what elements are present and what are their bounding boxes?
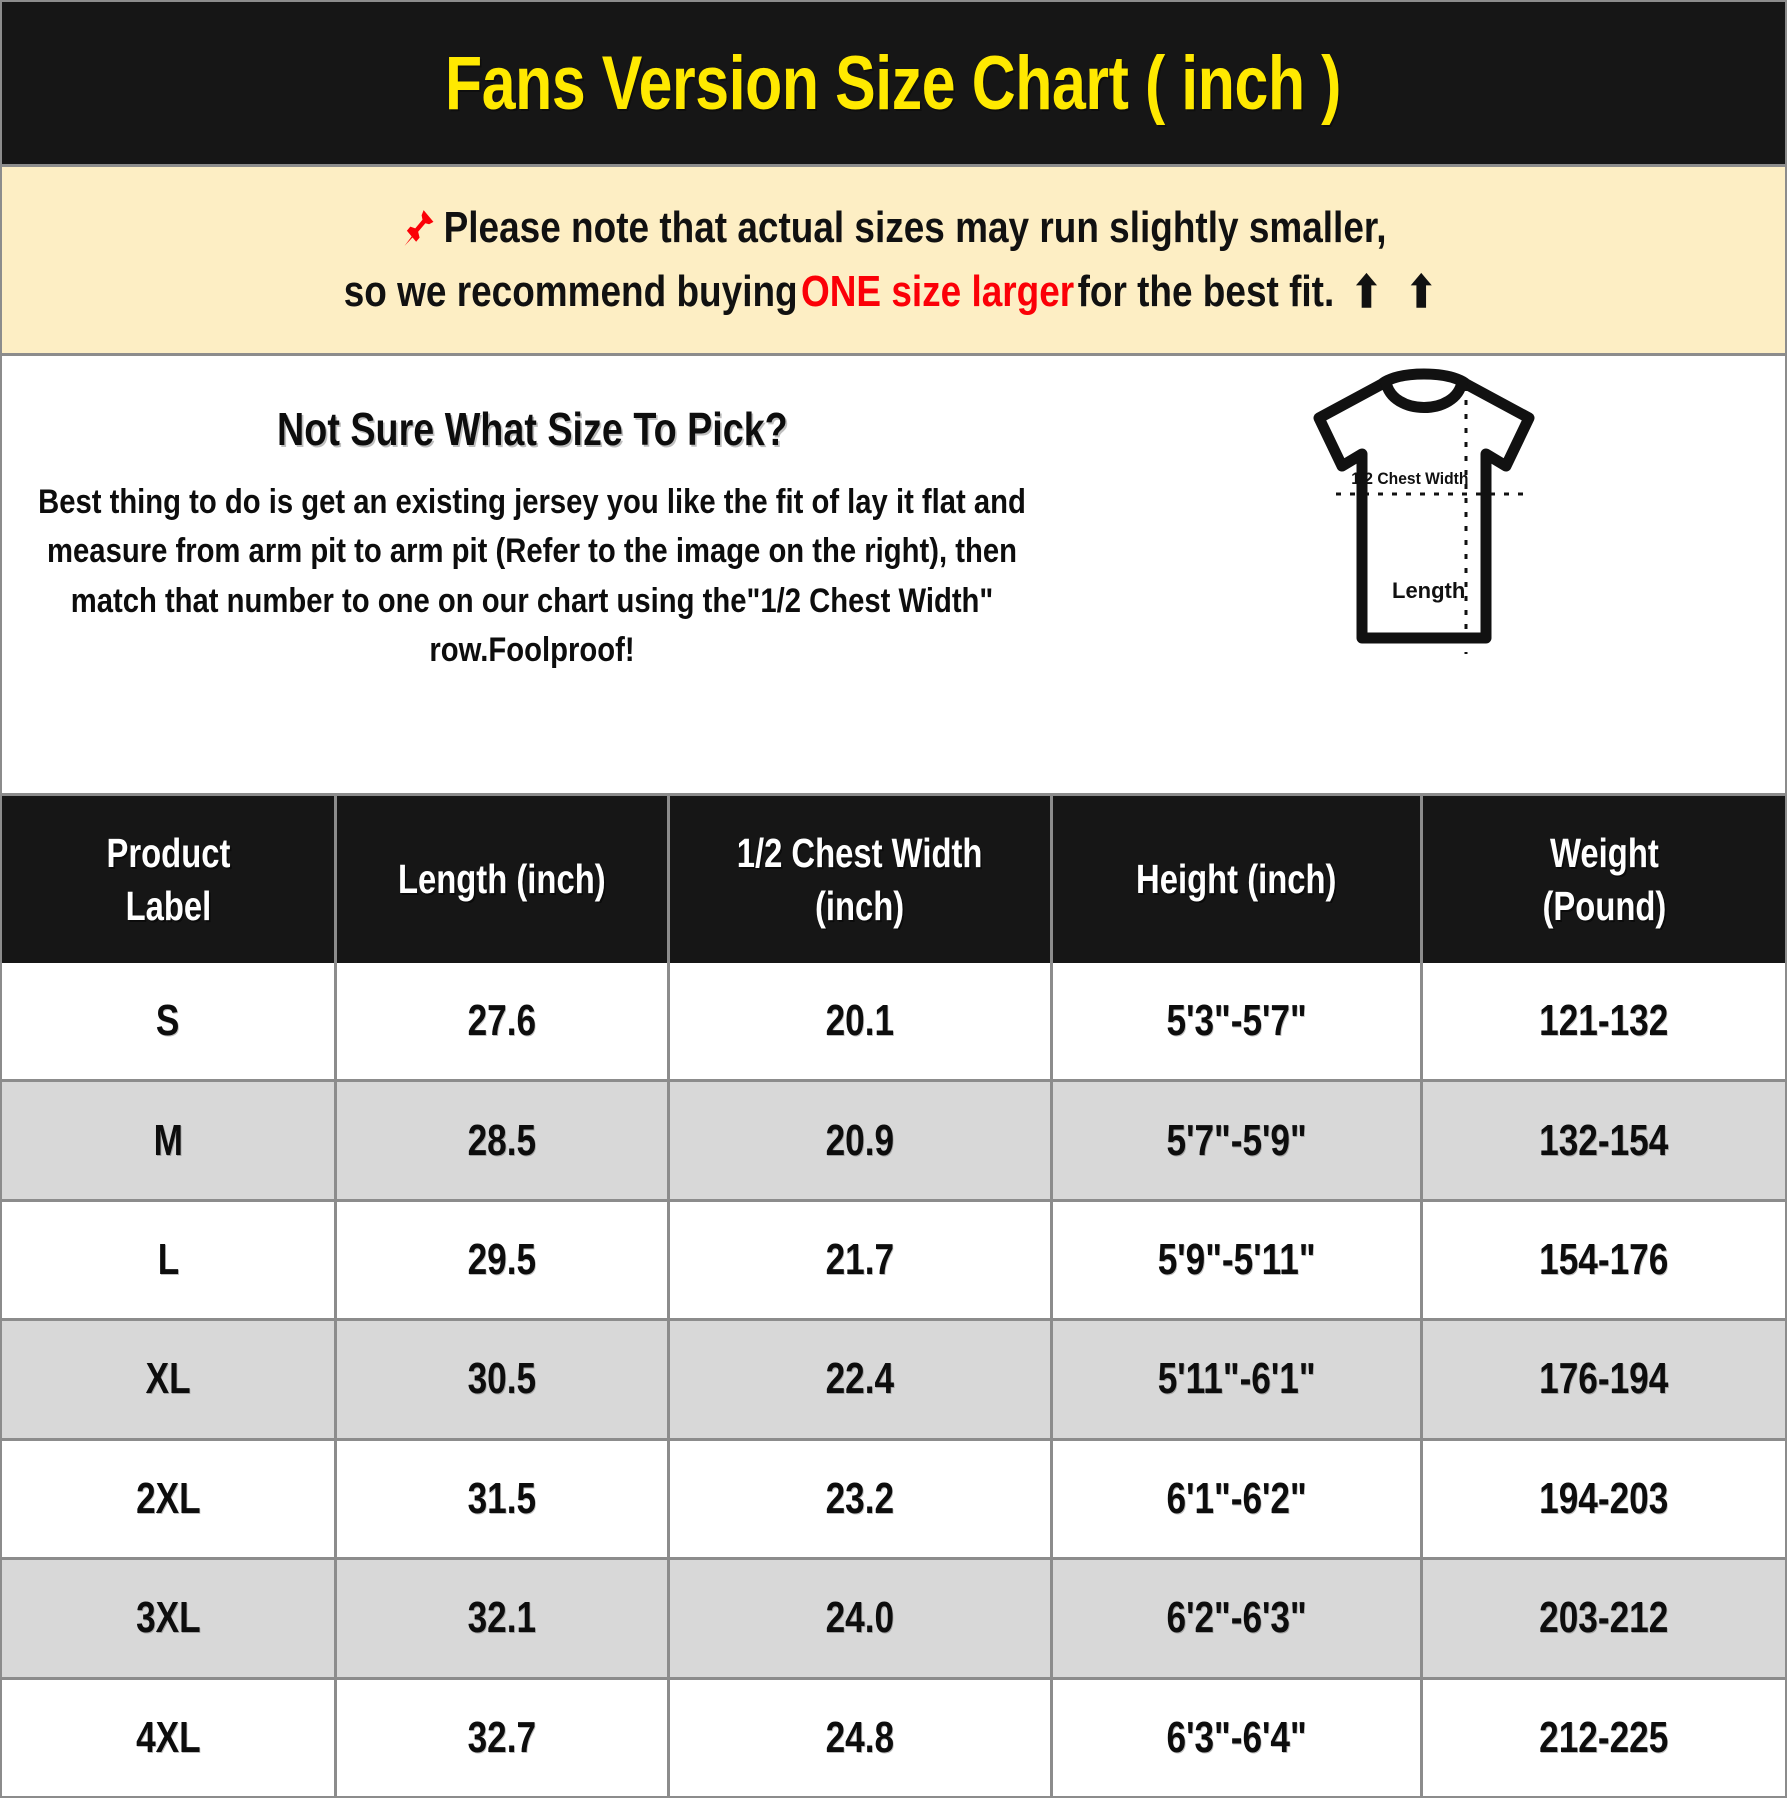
cell-length: 30.5 [334,1321,667,1438]
length-label: Length [1392,578,1465,603]
cell-chest-width: 20.9 [667,1082,1050,1199]
cell-height: 5'11"-6'1" [1050,1321,1420,1438]
cell-product-label: S [156,996,180,1046]
cell-weight: 154-176 [1420,1201,1785,1319]
cell-product-label: L [157,1235,179,1285]
cell-product-label: 2XL [135,1473,201,1523]
cell-weight: 132-154 [1420,1082,1785,1199]
cell-chest-width: 24.0 [667,1560,1050,1677]
cell-product-label: M [153,1115,183,1165]
header-line: Height (inch) [1136,856,1337,903]
header-chest-width: 1/2 Chest Width (inch) [667,796,1050,963]
cell-length: 31.5 [334,1440,667,1558]
header-weight: Weight (Pound) [1420,796,1785,963]
tshirt-figure: 1/2 Chest Width Length [1062,356,1785,793]
cell-product-label: 3XL [135,1593,201,1643]
header-length: Length (inch) [334,796,667,963]
guide-text-block: Not Sure What Size To Pick? Best thing t… [2,356,1062,793]
notice-text-1: Please note that actual sizes may run sl… [443,202,1387,252]
header-line: (inch) [815,882,905,929]
cell-weight: 121-132 [1420,963,1785,1080]
table-row: S 27.6 20.1 5'3"-5'7" 121-132 [2,963,1785,1080]
guide-body: Best thing to do is get an existing jers… [38,483,1026,669]
cell-height: 6'1"-6'2" [1050,1440,1420,1558]
table-row: M 28.5 20.9 5'7"-5'9" 132-154 [2,1079,1785,1199]
header-line: (Pound) [1542,882,1666,929]
table-header-row: Product Label Length (inch) 1/2 Chest Wi… [2,796,1785,963]
cell-height: 5'3"-5'7" [1050,963,1420,1080]
cell-chest-width: 20.1 [667,963,1050,1080]
notice-banner: Please note that actual sizes may run sl… [2,164,1785,356]
notice-emphasis: ONE size larger [800,267,1075,316]
cell-weight: 203-212 [1420,1560,1785,1677]
tshirt-diagram: 1/2 Chest Width Length [1313,368,1534,654]
cell-weight: 194-203 [1420,1440,1785,1558]
cell-chest-width: 24.8 [667,1679,1050,1796]
table-row: 2XL 31.5 23.2 6'1"-6'2" 194-203 [2,1437,1785,1558]
cell-length: 32.7 [334,1679,667,1796]
guide-heading: Not Sure What Size To Pick? [276,403,788,455]
table-row: 4XL 32.7 24.8 6'3"-6'4" 212-225 [2,1676,1785,1796]
header-line: 1/2 Chest Width [737,830,983,877]
notice-text-2-after: for the best fit. [1077,267,1335,316]
cell-product-label: 4XL [135,1712,201,1762]
header-product-label: Product Label [2,796,334,963]
header-line: Label [125,882,211,929]
table-row: XL 30.5 22.4 5'11"-6'1" 176-194 [2,1318,1785,1438]
size-table: Product Label Length (inch) 1/2 Chest Wi… [2,796,1785,1796]
header-line: Weight [1549,830,1659,877]
cell-chest-width: 21.7 [667,1201,1050,1319]
cell-weight: 212-225 [1420,1679,1785,1796]
header-line: Length (inch) [398,856,606,903]
notice-text-2-before: so we recommend buying [343,267,798,316]
table-row: 3XL 32.1 24.0 6'2"-6'3" 203-212 [2,1557,1785,1677]
cell-weight: 176-194 [1420,1321,1785,1438]
arrow-up-icon: ⬆ ⬆ [1350,267,1444,317]
notice-line-1: Please note that actual sizes may run sl… [400,203,1387,253]
header-height: Height (inch) [1050,796,1420,963]
cell-length: 29.5 [334,1201,667,1319]
header-line: Product [106,830,230,877]
table-row: L 29.5 21.7 5'9"-5'11" 154-176 [2,1198,1785,1319]
chest-width-label: 1/2 Chest Width [1351,469,1468,488]
pushpin-icon [400,206,437,250]
cell-height: 5'7"-5'9" [1050,1082,1420,1199]
cell-height: 6'3"-6'4" [1050,1679,1420,1796]
cell-height: 5'9"-5'11" [1050,1201,1420,1319]
cell-chest-width: 23.2 [667,1440,1050,1558]
cell-length: 28.5 [334,1082,667,1199]
table-body: S 27.6 20.1 5'3"-5'7" 121-132 M 28.5 20.… [2,963,1785,1796]
title-bar: Fans Version Size Chart ( inch ) [2,2,1785,164]
notice-line-2: so we recommend buying ONE size larger f… [344,267,1444,318]
sizing-guide-section: Not Sure What Size To Pick? Best thing t… [2,356,1785,796]
cell-height: 6'2"-6'3" [1050,1560,1420,1677]
page-title: Fans Version Size Chart ( inch ) [445,40,1342,126]
cell-length: 27.6 [334,963,667,1080]
cell-product-label: XL [145,1354,191,1404]
cell-length: 32.1 [334,1560,667,1677]
cell-chest-width: 22.4 [667,1321,1050,1438]
